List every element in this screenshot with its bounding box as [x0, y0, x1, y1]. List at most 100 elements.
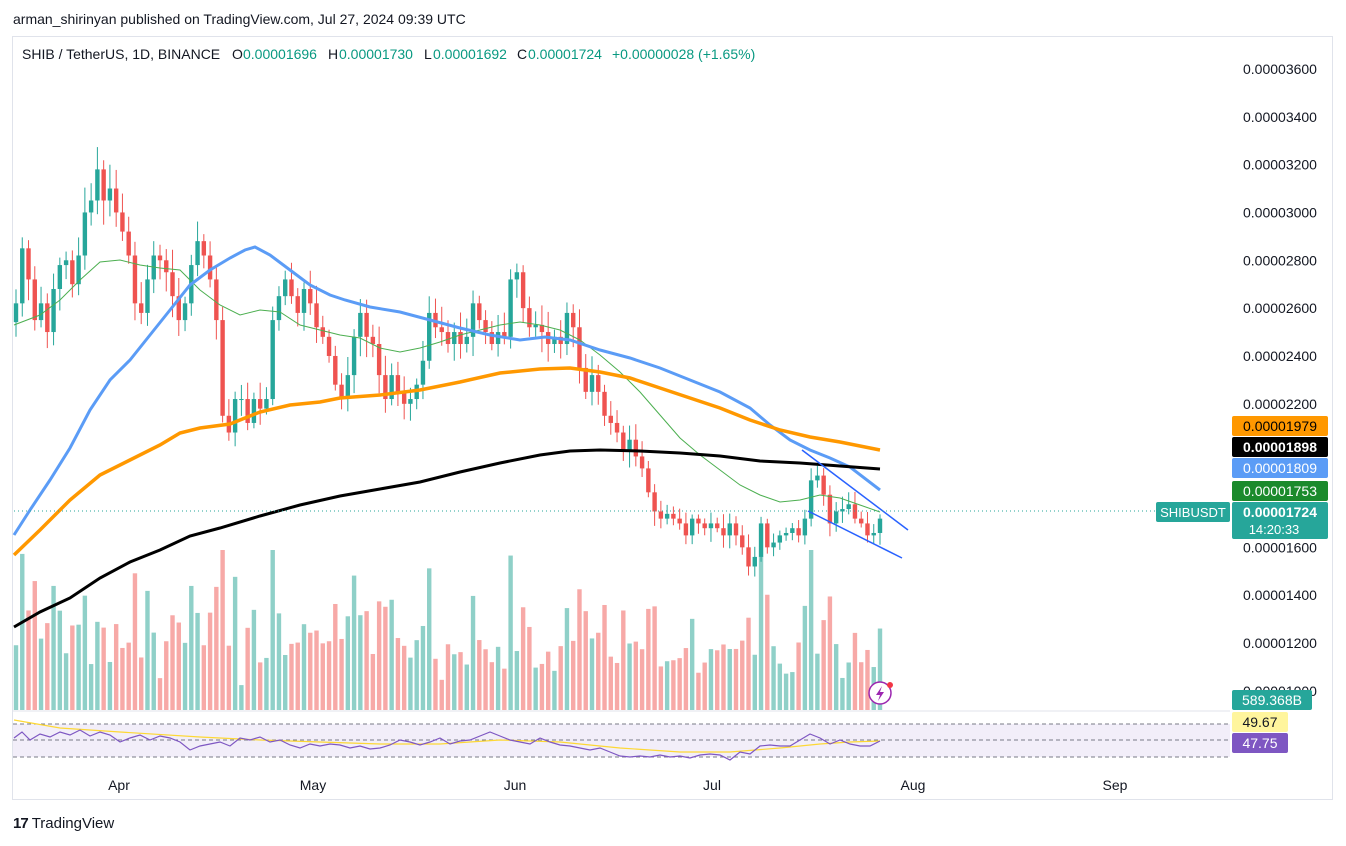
candle-down [395, 375, 401, 392]
price-tick-label: 0.00002800 [1243, 252, 1317, 268]
candle-down [859, 518, 864, 524]
candle-down [26, 248, 31, 280]
legend-change: +0.00000028 (+1.65%) [612, 46, 755, 62]
volume-bar [201, 645, 207, 710]
volume-bar [489, 662, 495, 710]
candle-down [765, 523, 770, 548]
candle-down [257, 399, 263, 409]
candle-up [88, 200, 94, 213]
candle-down [596, 375, 601, 392]
candle-down [364, 312, 369, 337]
volume-bar [376, 601, 382, 710]
volume-bar [176, 622, 181, 710]
volume-bar [802, 605, 808, 710]
candle-up [264, 399, 269, 409]
candle-up [627, 439, 632, 452]
volume-bar [358, 615, 363, 710]
publish-info: arman_shirinyan published on TradingView… [13, 11, 466, 27]
candle-down [383, 375, 388, 400]
time-tick-label: Aug [901, 777, 926, 793]
volume-bar [420, 625, 426, 710]
candle-down [865, 523, 870, 536]
volume-bar [283, 654, 288, 710]
candle-down [721, 528, 726, 536]
time-axis: Apr May Jun Jul Aug Sep [108, 777, 1128, 793]
candle-up [239, 399, 244, 401]
volume-bar [815, 653, 820, 710]
candle-up [358, 312, 363, 337]
volume-bar [696, 672, 701, 710]
volume-bar [120, 647, 125, 710]
candle-down [527, 308, 532, 328]
candle-down [214, 279, 219, 321]
candle-up [351, 336, 357, 376]
ma-50-blue-line [12, 245, 881, 536]
candle-up [564, 312, 570, 345]
volume-bar [527, 626, 532, 710]
candle-up [283, 279, 288, 297]
price-tick-label: 0.00003200 [1243, 157, 1317, 173]
candle-up [276, 296, 282, 321]
candle-down [715, 523, 720, 529]
volume-bar [483, 649, 488, 710]
volume-bar [195, 612, 200, 710]
candle-down [333, 355, 338, 385]
volume-bar [139, 657, 144, 710]
volume-bar [458, 652, 463, 710]
volume-bar [445, 644, 451, 710]
candle-up [815, 475, 820, 481]
candle-up [195, 241, 200, 266]
legend-symbol: SHIB / TetherUS, 1D, BINANCE [22, 46, 220, 62]
candle-down [733, 523, 739, 536]
volume-bar [164, 641, 169, 710]
lightning-icon[interactable] [868, 681, 893, 705]
candle-up [182, 303, 188, 321]
candle-up [452, 332, 457, 345]
volume-bar [683, 648, 689, 710]
badge-ma-blue-text: 0.00001809 [1243, 460, 1317, 476]
volume-bar [70, 625, 75, 710]
badge-rsi: 47.75 [1232, 733, 1288, 753]
time-tick-label: Sep [1103, 777, 1128, 793]
candle-up [464, 336, 469, 345]
ma-200-black-line [13, 448, 881, 629]
volume-bar [746, 617, 751, 710]
price-tick-label: 0.00001400 [1243, 587, 1317, 603]
candle-down [320, 327, 325, 337]
lower-trendline[interactable] [807, 510, 903, 559]
volume-bar [126, 642, 131, 710]
candle-down [477, 303, 482, 321]
candle-down [339, 384, 344, 400]
volume-bar [270, 550, 275, 710]
volume-bar [101, 627, 106, 710]
candle-down [45, 303, 50, 333]
volume-bar [395, 638, 401, 710]
volume-bar [846, 662, 851, 710]
footer-brand-text: TradingView [31, 815, 115, 832]
candle-up [589, 375, 595, 392]
upper-trendline[interactable] [801, 449, 909, 531]
price-tick-label: 0.00002600 [1243, 300, 1317, 316]
legend-high-label: H [328, 46, 338, 62]
candle-down [220, 320, 225, 416]
footer-brand[interactable]: 17 TradingView [13, 815, 114, 832]
price-tick-label: 0.00003600 [1243, 61, 1317, 77]
candle-up [420, 360, 426, 385]
volume-bar [520, 607, 526, 710]
candle-down [314, 303, 319, 328]
candle-up [514, 272, 520, 280]
volume-bar [301, 624, 307, 710]
volume-bar [808, 550, 814, 710]
badge-rsi-text: 47.75 [1242, 735, 1277, 751]
badge-last-price-text: 0.00001724 [1243, 504, 1317, 520]
candle-down [827, 494, 833, 524]
badge-ma-black: 0.00001898 [1232, 437, 1328, 457]
candle-down [439, 327, 444, 333]
volume-bar [758, 556, 764, 710]
candle-down [621, 432, 626, 452]
candle-down [308, 288, 313, 304]
volume-bar [733, 648, 739, 710]
volume-bar [320, 643, 325, 710]
volume-bar [107, 661, 113, 710]
